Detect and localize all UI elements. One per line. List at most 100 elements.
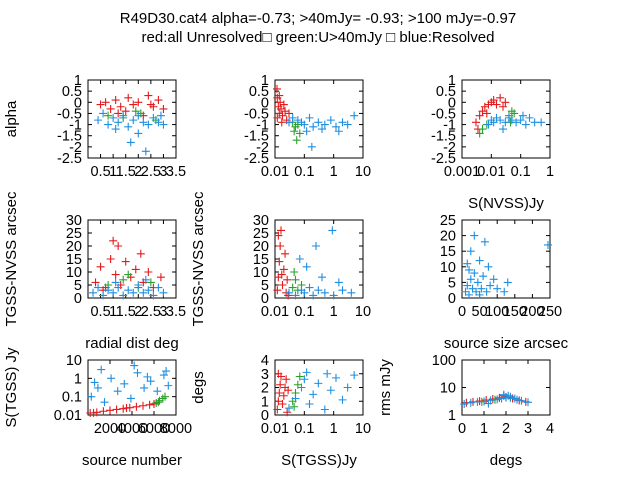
data-point-red xyxy=(114,242,123,250)
data-point-red xyxy=(96,100,105,109)
data-point-red xyxy=(106,104,115,113)
data-point-red xyxy=(273,286,282,295)
data-point-red xyxy=(277,270,286,279)
y-tick-label: -2.5 xyxy=(431,151,456,167)
data-point-blue xyxy=(323,369,332,378)
data-point-blue xyxy=(496,116,505,125)
data-point-red xyxy=(279,265,288,274)
y-tick-label: 30 xyxy=(66,213,82,229)
data-point-green xyxy=(292,136,301,145)
x-tick-label: 1.5 xyxy=(116,304,136,320)
x-tick-label: 1 xyxy=(480,421,488,437)
data-point-blue xyxy=(477,284,486,293)
data-point-blue xyxy=(141,147,150,156)
y-tick-label: -2 xyxy=(443,140,456,156)
data-point-blue xyxy=(512,118,521,127)
data-point-blue xyxy=(350,371,359,380)
data-point-blue xyxy=(463,259,472,268)
y-tick-label: 15 xyxy=(253,252,269,268)
x-tick-label: 0.01 xyxy=(261,304,289,320)
data-point-red xyxy=(482,109,491,118)
data-point-red xyxy=(92,408,101,417)
x-tick-label: 10 xyxy=(355,164,371,180)
data-point-red xyxy=(129,100,138,109)
data-point-blue xyxy=(317,125,326,134)
y-tick-label: 0 xyxy=(261,291,269,307)
y-tick-label: -1.5 xyxy=(244,129,269,145)
data-point-blue xyxy=(144,120,153,129)
data-point-blue xyxy=(146,377,155,386)
x-tick-label: 0.5 xyxy=(90,304,110,320)
data-point-blue xyxy=(300,375,309,384)
data-point-blue xyxy=(154,118,163,127)
data-point-blue xyxy=(314,379,323,388)
data-point-green xyxy=(478,125,487,134)
data-point-red xyxy=(475,111,484,120)
y-tick-label: 10 xyxy=(440,260,456,276)
data-point-blue xyxy=(94,116,103,125)
data-point-blue xyxy=(154,283,163,292)
x-tick-label: 0 xyxy=(458,421,466,437)
data-point-blue xyxy=(149,291,158,300)
data-point-red xyxy=(159,104,168,113)
data-point-blue xyxy=(328,226,337,235)
data-point-blue xyxy=(516,116,525,125)
data-point-blue xyxy=(338,286,347,295)
x-tick-label: 1 xyxy=(109,304,117,320)
y-tick-label: -0.5 xyxy=(244,106,269,122)
data-point-blue xyxy=(331,122,340,131)
data-point-blue xyxy=(465,290,474,299)
data-point-blue xyxy=(317,273,326,282)
data-point-blue xyxy=(463,281,472,290)
y-tick-label: -1.5 xyxy=(431,129,456,145)
data-point-red xyxy=(111,96,120,105)
x-tick-label: 10 xyxy=(355,421,371,437)
x-axis-label: S(NVSS)Jy xyxy=(468,195,544,212)
data-point-red xyxy=(501,98,510,107)
data-point-green xyxy=(288,283,297,292)
y-tick-label: 5 xyxy=(261,278,269,294)
data-point-green xyxy=(131,107,140,116)
data-point-blue xyxy=(499,125,508,134)
x-tick-label: 2.5 xyxy=(141,164,161,180)
y-tick-label: -2.5 xyxy=(57,151,82,167)
data-point-blue xyxy=(305,400,314,408)
data-point-blue xyxy=(473,278,482,287)
data-point-red xyxy=(109,236,118,245)
data-point-red xyxy=(144,268,153,276)
data-point-red xyxy=(154,96,163,105)
y-tick-label: -2.5 xyxy=(244,151,269,167)
data-point-red xyxy=(111,270,120,279)
data-point-green xyxy=(291,275,300,284)
data-point-red xyxy=(91,278,100,287)
data-point-red xyxy=(114,109,123,118)
data-point-red xyxy=(492,100,501,109)
data-point-blue xyxy=(305,113,314,122)
data-point-blue xyxy=(326,386,335,395)
data-point-blue xyxy=(134,281,143,289)
y-tick-label: 0.5 xyxy=(436,84,456,100)
x-tick-label: 4 xyxy=(546,421,554,437)
y-tick-label: 25 xyxy=(440,213,456,229)
data-point-blue xyxy=(460,400,469,409)
data-point-blue xyxy=(499,390,508,399)
data-point-blue xyxy=(291,291,300,300)
data-point-red xyxy=(279,391,288,400)
data-point-blue xyxy=(153,387,162,396)
data-point-blue xyxy=(109,113,118,122)
y-tick-label: 4 xyxy=(261,353,269,369)
data-point-blue xyxy=(144,286,153,295)
y-tick-label: 1 xyxy=(448,408,456,424)
data-point-blue xyxy=(517,396,526,405)
y-tick-label: 1 xyxy=(74,73,82,89)
data-point-red xyxy=(121,107,130,116)
data-point-blue xyxy=(343,383,352,392)
y-tick-label: 20 xyxy=(440,229,456,245)
data-point-green xyxy=(119,275,128,284)
data-point-blue xyxy=(114,283,123,292)
data-point-green xyxy=(290,402,299,411)
y-tick-label: 0 xyxy=(74,95,82,111)
data-point-red xyxy=(275,91,284,100)
